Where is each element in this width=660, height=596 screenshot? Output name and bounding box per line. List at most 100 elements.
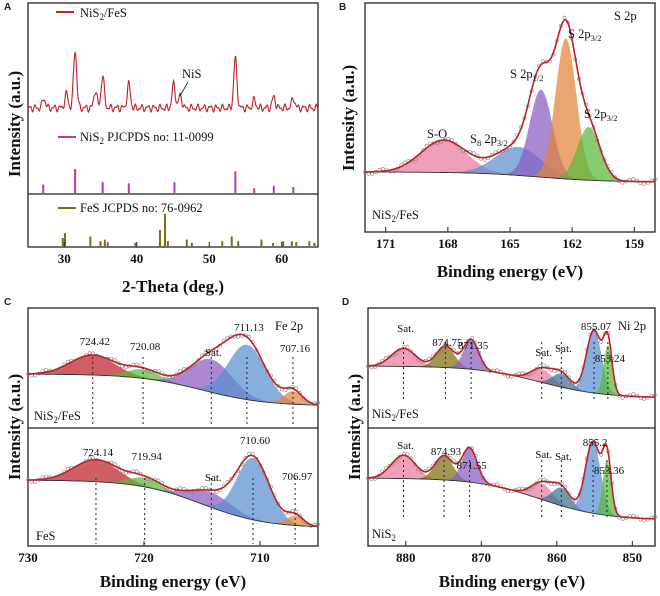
panel-b-sample-p0: NiS [372,208,392,222]
panel-d-sample-2: NiS2 [372,527,396,543]
panel-c-s1-p1: 2 [53,415,58,425]
fit-component-red [28,355,318,406]
peak-label: Sat. [535,449,552,461]
panel-c-ticks: 730 720 710 [18,541,270,565]
panel-a-ylabel: Intensity (a.u.) [5,71,24,177]
panel-b-ticks: 171 168 165 162 159 [376,227,645,251]
peak-label: Sat. [205,472,222,484]
panel-a-nis-arrow [179,81,189,97]
fit-component-olive [368,455,655,519]
panel-b-s2p32a-p1: 3/2 [591,33,602,43]
panel-d-frame [367,307,656,547]
panel-d-s2-p1: 2 [391,533,396,543]
panel-c-title: Fe 2p [275,319,303,333]
panel-b-sample-p1: 2 [391,214,396,224]
panel-b-s8-p3: 3/2 [497,138,508,148]
panel-b-ylabel: Intensity (a.u.) [339,65,358,171]
panel-a-ref1-p0: NiS [80,130,100,144]
fit-envelope [28,454,319,528]
panel-d-s2-p0: NiS [372,527,392,541]
peak-label: 855.07 [581,321,612,333]
panel-d-s1-p0: NiS [372,407,392,421]
panel-a-ref1-sticks [42,169,295,193]
panel-letter-a: A [4,2,11,13]
fit-component-olive [368,346,655,398]
peak-label: 707.16 [280,343,311,355]
peak-label: Sat. [397,323,414,335]
peak-label: Sat. [535,347,552,359]
panel-c-frame [27,307,319,547]
panel-a-ticks: 30 40 50 60 [58,242,288,266]
x-tick-label: 30 [58,251,71,266]
panel-d-title: Ni 2p [618,319,646,333]
x-tick-label: 159 [625,236,645,251]
fit-component-red [28,459,318,527]
fit-envelope [367,440,656,520]
peak-label: 710.60 [240,435,271,447]
fit-component-blue_peak [28,457,318,527]
panel-b-label-s2p32-b: S 2p3/2 [584,107,617,123]
peak-label: 871.35 [458,340,489,352]
panel-b-title: S 2p [614,9,637,23]
x-tick-label: 710 [250,550,270,565]
panel-b-s8-p1: 8 [477,138,481,148]
panel-c-sample-2: FeS [36,529,56,543]
panel-c-xlabel: Binding energy (eV) [100,572,246,591]
peak-label: 724.42 [80,336,110,348]
panel-a-xrd: NiS2/FeS NiS NiS2 PJCPDS no: 11-0099 FeS… [5,2,319,296]
panel-d-s1-p1: 2 [391,413,396,423]
x-tick-label: 168 [438,236,458,251]
peak-label: 719.94 [132,451,163,463]
fit-component-blue_peak [368,330,655,398]
panel-b-sample-p2: /FeS [396,208,419,222]
peak-label: 874.75 [432,337,463,349]
x-tick-label: 50 [203,251,216,266]
panel-a-frame [27,2,319,248]
panel-c-ylabel: Intensity (a.u.) [5,374,24,480]
x-tick-label: 165 [500,236,520,251]
xrd-pattern-line [27,51,319,114]
peak-label: 724.14 [83,447,114,459]
panel-d-xlabel: Binding energy (eV) [439,572,585,591]
panel-letter-c: C [4,297,11,308]
fit-component-blue_peak [368,441,655,519]
baseline [365,171,655,183]
peak-label: 874.93 [431,446,462,458]
fit-component-pink [368,348,655,398]
x-tick-label: 171 [376,236,396,251]
peak-label: Sat. [555,343,572,355]
panel-b-sample: NiS2/FeS [372,208,419,224]
panel-b-plot [363,15,657,186]
peak-label: Sat. [555,451,572,463]
x-tick-label: 730 [18,550,38,565]
panel-a-ref1-label: NiS2 PJCPDS no: 11-0099 [80,130,214,146]
panel-b-label-s2p12: S 2p1/2 [510,67,543,83]
fit-component-pink [368,455,655,519]
panel-c-sample-1: NiS2/FeS [34,409,81,425]
panel-b-s8-p2: 2p [481,132,497,146]
panel-a-legend-p2: /FeS [104,6,127,20]
panel-c-plot: 724.42 720.08 Sat. 711.13 707.16 724.14 719.94… [26,322,320,544]
peak-label: 711.13 [234,322,264,334]
peak-label: Sat. [205,347,222,359]
panel-a-ref1-p1: 2 [99,136,104,146]
panel-letter-d: D [342,297,349,308]
panel-a-ref2-sticks [61,214,316,246]
panel-b-label-s8: S8 2p3/2 [470,132,508,148]
peak-label: 855.2 [583,437,608,449]
panel-b-s2p32b-p1: 3/2 [607,113,618,123]
panel-b-s2p32a-p0: S 2p [568,27,591,41]
peak-label: 720.08 [130,341,161,353]
panel-a-ref1-p2: PJCPDS no: 11-0099 [104,130,214,144]
x-tick-label: 860 [547,550,567,565]
panel-b-s2p: S 2p S-O S8 2p3/2 S 2p1/2 S 2p3/2 S 2p3/… [339,2,657,281]
fit-component-blue_peak [28,344,318,406]
panel-b-s8-p0: S [470,132,477,146]
panel-b-xlabel: Binding energy (eV) [437,262,583,281]
panel-d-ylabel: Intensity (a.u.) [345,374,364,480]
panel-b-label-so: S-O [427,127,447,141]
panel-b-s2p32b-p0: S 2p [584,107,607,121]
baseline [28,373,318,406]
